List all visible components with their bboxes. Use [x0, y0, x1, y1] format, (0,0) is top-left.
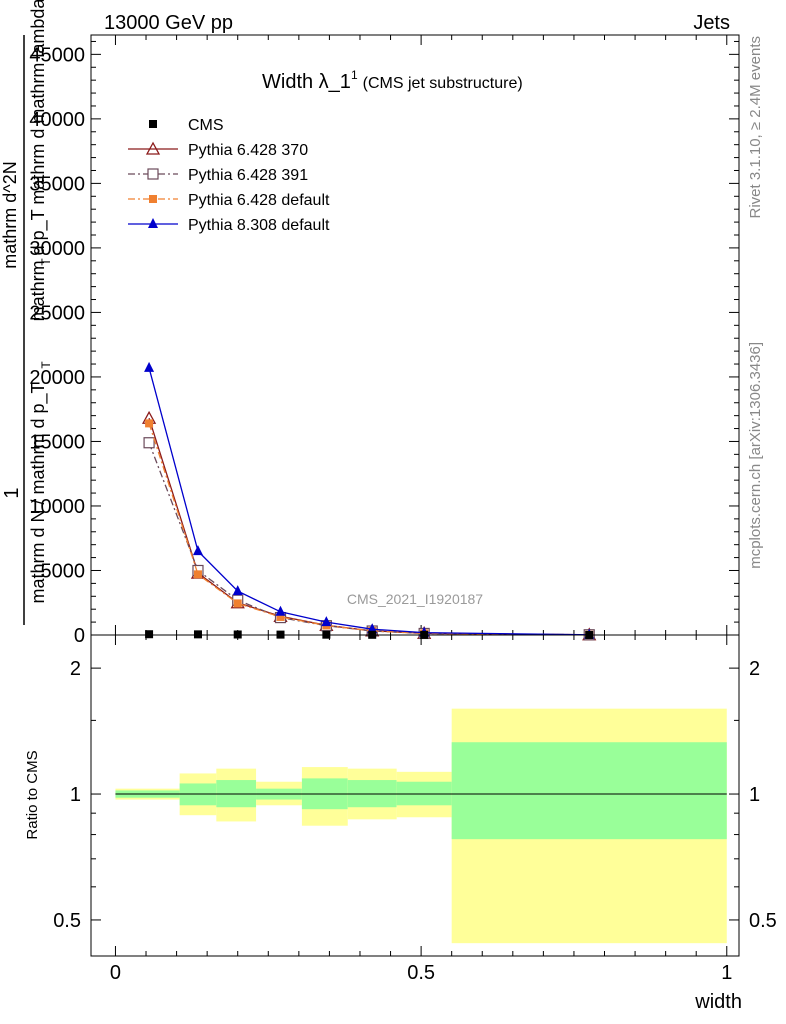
point-cms — [193, 630, 202, 639]
main-ytick-label: 35000 — [29, 173, 85, 195]
main-ytick-label: 5000 — [41, 560, 86, 582]
legend-label: Pythia 8.308 default — [188, 217, 330, 234]
main-ytick-label: 10000 — [29, 496, 85, 518]
ylabel-denominator-2: mathrm d p_T mathrm d mathrm lambda — [28, 0, 49, 321]
point-py8 — [192, 545, 203, 556]
point-py8 — [367, 623, 378, 634]
watermark-label: CMS_2021_I1920187 — [347, 591, 483, 607]
point-py8 — [232, 585, 243, 596]
ylabel-subscript-1: T — [39, 361, 53, 369]
header-right-label: Jets — [693, 12, 730, 34]
legend-marker — [149, 120, 157, 128]
point-pydefault — [145, 419, 154, 428]
ratio-ytick-label: 0.5 — [53, 910, 81, 932]
ratio-xtick-label: 0 — [110, 962, 121, 984]
header-left-label: 13000 GeV pp — [104, 12, 233, 34]
legend-entry-pydefault: Pythia 6.428 default — [128, 192, 330, 209]
legend-marker — [147, 168, 159, 180]
ratio-xtick-label: 0.5 — [407, 962, 435, 984]
ratio-xtick-label: 1 — [721, 962, 732, 984]
series-py391 — [143, 437, 595, 641]
main-ytick-label: 25000 — [29, 302, 85, 324]
point-py8 — [144, 361, 155, 372]
ratio-panel: 0.5 0.5 1 1 2 2 0 0.5 1 Ratio to CMS width — [24, 634, 777, 1013]
series-line-py8 — [148, 367, 590, 636]
main-axis-ticks: 0 5000 10000 15000 20000 25000 30000 35000 40000… — [29, 35, 739, 647]
ratio-ytick-label-right: 0.5 — [749, 910, 777, 932]
ratio-axis-ticks: 0.5 0.5 1 1 2 2 0 0.5 1 — [53, 635, 777, 984]
point-cms — [233, 630, 242, 639]
main-ytick-label: 45000 — [29, 44, 85, 66]
main-ytick-label: 15000 — [29, 431, 85, 453]
legend-label: Pythia 6.428 391 — [188, 167, 308, 184]
main-ytick-label: 20000 — [29, 367, 85, 389]
mcplots-label: mcplots.cern.ch [arXiv:1306.3436] — [747, 342, 764, 569]
legend-label: CMS — [188, 117, 224, 134]
ratio-band-inner — [451, 742, 727, 840]
main-ylabel: 1 mathrm d N / mathrm d p_T T mathrm d^2… — [0, 0, 53, 625]
chart-title: Width λ_11 (CMS jet substructure) — [262, 68, 523, 93]
main-ytick-label: 40000 — [29, 109, 85, 131]
main-ytick-label: 0 — [74, 625, 85, 647]
ratio-ylabel: Ratio to CMS — [24, 750, 41, 839]
ratio-panel-frame — [90, 634, 740, 957]
ratio-ytick-label: 1 — [70, 784, 81, 806]
point-py8 — [275, 605, 286, 616]
legend-label: Pythia 6.428 default — [188, 192, 330, 209]
series-line-pydefault — [148, 423, 590, 636]
ylabel-numerator-2: mathrm d^2N — [0, 161, 20, 268]
main-ytick-label: 30000 — [29, 238, 85, 260]
chart-title-main: Width λ_1 — [262, 71, 351, 93]
rivet-label: Rivet 3.1.10, ≥ 2.4M events — [747, 36, 764, 219]
point-pydefault — [276, 612, 285, 621]
main-panel: 0 5000 10000 15000 20000 25000 30000 35000 40000… — [0, 0, 740, 647]
ratio-ytick-label-right: 2 — [749, 658, 760, 680]
legend-marker — [148, 218, 158, 228]
ylabel-numerator-1: 1 — [1, 487, 23, 498]
legend-entry-py370: Pythia 6.428 370 — [128, 141, 308, 159]
legend: CMS Pythia 6.428 370 Pythia 6.428 391 Pythi… — [128, 117, 330, 234]
legend-entry-py391: Pythia 6.428 391 — [128, 167, 308, 184]
point-py391 — [143, 437, 155, 449]
ratio-band-inner — [396, 781, 452, 806]
legend-entry-cms: CMS — [149, 117, 224, 134]
ratio-xlabel: width — [694, 991, 742, 1013]
point-py8 — [321, 616, 332, 627]
legend-marker — [145, 141, 161, 155]
legend-entry-py8: Pythia 8.308 default — [128, 217, 330, 234]
legend-marker — [149, 195, 157, 203]
chart-title-superscript: 1 — [351, 68, 358, 82]
ratio-ytick-label: 2 — [70, 658, 81, 680]
chart-title-suffix: (CMS jet substructure) — [363, 75, 523, 92]
ylabel-denominator-1: mathrm d N / mathrm d p_T — [28, 382, 49, 603]
point-cms — [145, 630, 154, 639]
point-pydefault — [193, 570, 202, 579]
ratio-bands — [115, 708, 727, 944]
legend-label: Pythia 6.428 370 — [188, 142, 308, 159]
ratio-ytick-label-right: 1 — [749, 784, 760, 806]
point-pydefault — [233, 599, 242, 608]
ylabel-subscript-2: T — [39, 258, 53, 266]
